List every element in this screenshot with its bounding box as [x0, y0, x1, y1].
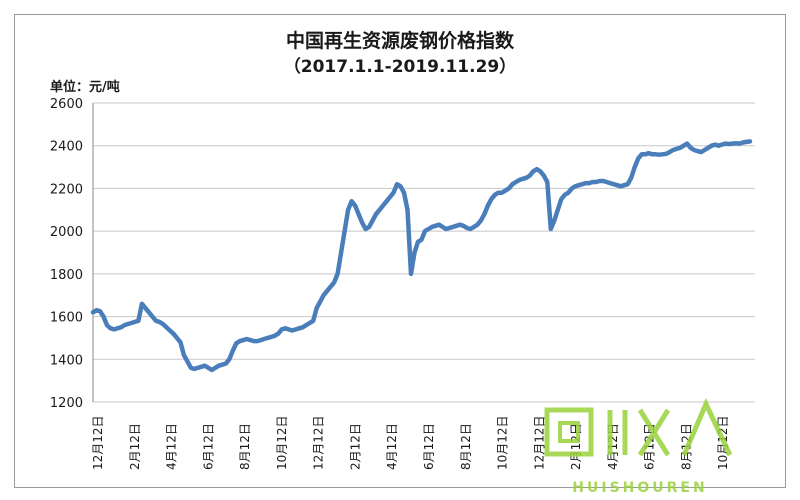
- chart-subtitle: （2017.1.1-2019.11.29）: [284, 56, 517, 77]
- y-tick-label: 1200: [50, 396, 83, 411]
- x-tick-label: 12月12日: [91, 415, 105, 470]
- chart-title: 中国再生资源废钢价格指数: [286, 29, 515, 52]
- x-tick-label: 2月12日: [128, 423, 142, 470]
- watermark-box-inner-icon: [558, 421, 580, 443]
- x-tick-label: 10月12日: [275, 415, 289, 470]
- y-tick-label: 1400: [50, 353, 83, 368]
- series-group: [90, 139, 753, 373]
- series-line: [90, 139, 753, 373]
- y-axis: 1200 1400 1600 1800 2000 2200 2400 2600: [50, 97, 83, 411]
- watermark-peak-icon: [681, 397, 733, 457]
- watermark-logo: HUISHOUREN: [544, 397, 733, 496]
- x-axis: 12月12日 2月12日 4月12日 6月12日 8月12日 10月12日 12月12日 2月…: [91, 415, 730, 470]
- x-tick-label: 12月12日: [312, 415, 326, 470]
- unit-label: 单位：元/吨: [50, 79, 120, 95]
- grid-lines: [92, 102, 755, 403]
- watermark-glyph-icon: [607, 408, 671, 457]
- y-tick-label: 1800: [50, 268, 83, 283]
- watermark-sub: HUISHOUREN: [572, 480, 707, 496]
- x-tick-label: 8月12日: [238, 423, 252, 470]
- x-tick-label: 6月12日: [201, 423, 215, 470]
- x-tick-label: 8月12日: [459, 423, 473, 470]
- x-tick-label: 4月12日: [165, 423, 179, 470]
- chart-frame: [14, 14, 786, 488]
- y-tick-label: 1600: [50, 311, 83, 326]
- y-tick-label: 2600: [50, 97, 83, 112]
- x-tick-label: 4月12日: [385, 423, 399, 470]
- y-tick-label: 2400: [50, 140, 83, 155]
- x-tick-label: 2月12日: [348, 423, 362, 470]
- watermark-box-icon: [544, 407, 594, 457]
- y-tick-label: 2000: [50, 225, 83, 240]
- x-tick-label: 10月12日: [496, 415, 510, 470]
- x-tick-label: 6月12日: [422, 423, 436, 470]
- x-tick-label: 12月12日: [532, 415, 546, 470]
- y-tick-label: 2200: [50, 182, 83, 197]
